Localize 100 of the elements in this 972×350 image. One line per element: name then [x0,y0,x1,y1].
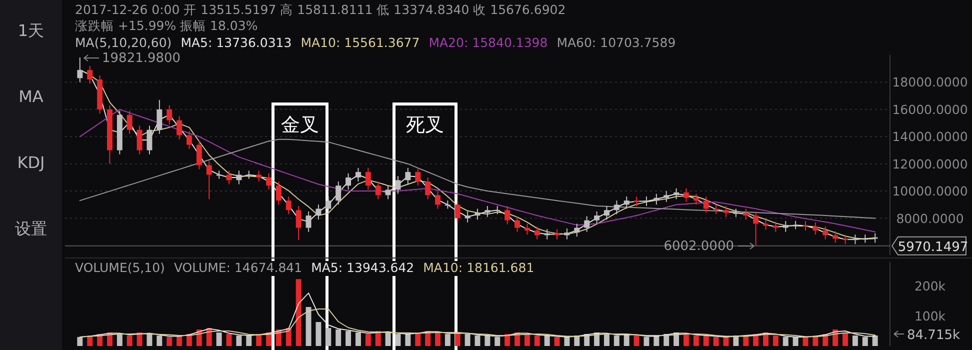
candlestick [405,167,411,185]
candlestick [126,110,132,134]
candlestick [146,125,152,155]
candlestick [614,200,620,215]
bar [544,336,550,346]
candlestick [395,176,401,194]
bar [862,337,868,346]
annotation: 金叉 [281,114,319,136]
y-tick-label: 10000.0000 [892,184,968,199]
candlestick [684,188,689,202]
bar [484,336,490,346]
candlestick [196,140,202,170]
bar [346,331,352,346]
bar [226,334,232,346]
candlestick [842,234,848,245]
candlestick [802,220,808,232]
text: MA60: 10703.7589 [556,35,676,50]
candlestick [484,206,490,218]
bar [464,334,470,346]
bar [306,307,312,346]
candlestick [176,116,182,140]
candlestick [156,99,162,134]
candlestick [713,204,719,215]
text: 设置 [15,219,47,238]
candlestick [464,210,470,223]
candlestick [266,172,272,190]
bar [534,336,540,346]
bar [772,336,778,346]
annotation: 6002.0000 [664,239,734,254]
text: 1天 [18,21,44,40]
bar [316,322,322,346]
candlestick [454,200,460,223]
text: MA5: 13736.0313 [180,35,292,50]
annotation: 死叉 [406,114,444,136]
candlestick [852,234,858,245]
text: MA(5,10,20,60) [75,35,172,50]
y-tick-label: 8000.0000 [896,210,964,226]
annotation: VOLUME: 14674.841 [174,260,302,275]
candlestick [206,160,212,200]
candlestick [286,196,292,215]
candlestick [723,206,729,218]
candlestick [256,170,262,182]
candlestick [166,104,172,125]
candlestick [435,190,440,210]
line-series [79,308,876,338]
candlestick [385,185,391,200]
y-tick-label: 200k [914,278,946,294]
bar [166,337,172,346]
candlestick [554,228,560,240]
text: MA [18,87,44,106]
candlestick [216,170,222,180]
text: 2017-12-26 0:00 开 13515.5197 高 15811.8111 低 13374.8340 收 15676.6902 [75,2,566,17]
bar [375,331,381,346]
candlestick [296,206,302,241]
candlestick [564,228,570,240]
bar [355,332,361,346]
bar [872,336,878,346]
annotation: MA10: 18161.681 [423,260,534,275]
text: 涨跌幅 +15.99% 振幅 18.03% [75,18,258,33]
bar [524,334,530,346]
candlestick [693,193,699,206]
bar [842,332,848,346]
text: KDJ [17,153,45,172]
candlestick [544,228,550,240]
bar [336,330,342,346]
bar [713,337,719,346]
bar [494,337,500,346]
bar [474,336,480,346]
candlestick [604,206,610,220]
candlestick [674,188,680,200]
candlestick [733,208,739,218]
candlestick [316,204,322,220]
y-tick-label: 12000.0000 [892,156,968,172]
bar [365,334,371,346]
bar [444,334,450,346]
text: MA20: 15840.1398 [428,35,548,50]
candlestick [87,65,93,84]
bar [564,337,570,346]
candlestick [772,221,778,232]
bar [435,332,440,346]
bar [782,337,788,346]
bar [216,332,222,346]
candlestick [355,167,361,182]
candlestick [782,220,788,232]
y-tick-label: 100k [914,308,946,324]
candlestick [574,223,580,238]
line-series [79,108,876,232]
annotation: 19821.9800 [102,51,181,66]
bar [644,337,650,346]
y-tick-label: 16000.0000 [892,102,968,117]
candlestick [654,193,660,206]
bar [126,336,132,346]
candlestick [644,196,650,207]
candlestick [743,208,749,220]
candlestick [862,234,868,244]
candlestick [812,222,818,236]
bar [792,337,798,346]
bar [395,334,401,346]
bar [574,336,580,346]
bar [614,336,620,346]
